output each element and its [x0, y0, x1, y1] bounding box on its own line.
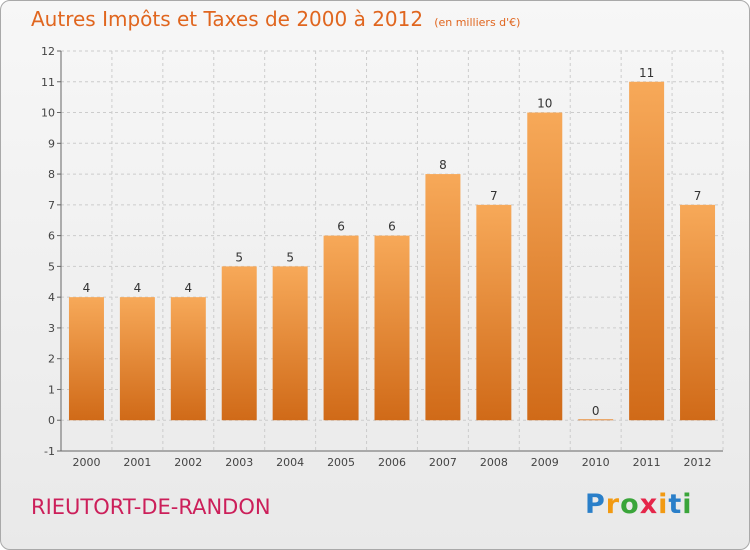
data-label: 7 — [694, 189, 702, 203]
data-label: 7 — [490, 189, 498, 203]
proxiti-logo: Proxiti — [585, 489, 693, 520]
y-tick-label: 5 — [48, 260, 55, 273]
y-tick-label: -1 — [44, 445, 55, 458]
bar-2012 — [680, 204, 716, 421]
y-tick-label: 0 — [48, 414, 55, 427]
x-tick-label: 2012 — [684, 456, 712, 469]
logo-letter: t — [668, 489, 683, 520]
x-tick-label: 2011 — [633, 456, 661, 469]
y-tick-label: 7 — [48, 199, 55, 212]
logo-letter: r — [605, 489, 621, 520]
x-tick-label: 2004 — [276, 456, 304, 469]
y-tick-label: 12 — [41, 45, 55, 58]
bar-2010 — [578, 419, 614, 421]
data-label: 8 — [439, 158, 447, 172]
x-tick-label: 2006 — [378, 456, 406, 469]
y-tick-label: 2 — [48, 353, 55, 366]
chart-title-block: Autres Impôts et Taxes de 2000 à 2012 (e… — [31, 7, 520, 31]
x-tick-label: 2005 — [327, 456, 355, 469]
data-label: 6 — [337, 220, 345, 234]
y-tick-label: 9 — [48, 137, 55, 150]
bar-2008 — [476, 204, 512, 421]
data-label: 4 — [184, 281, 192, 295]
chart-title: Autres Impôts et Taxes de 2000 à 2012 — [31, 7, 424, 31]
data-label: 5 — [286, 250, 294, 264]
logo-letter: i — [658, 489, 669, 520]
logo-letter: o — [620, 489, 640, 520]
x-tick-label: 2001 — [123, 456, 151, 469]
y-tick-label: 8 — [48, 168, 55, 181]
x-tick-label: 2010 — [582, 456, 610, 469]
x-tick-label: 2009 — [531, 456, 559, 469]
data-label: 4 — [134, 281, 142, 295]
bar-2001 — [119, 297, 155, 421]
chart-unit-label: (en milliers d'€) — [434, 16, 521, 29]
bar-2005 — [323, 235, 359, 421]
y-tick-label: 1 — [48, 383, 55, 396]
y-tick-label: 11 — [41, 76, 55, 89]
logo-letter: P — [585, 489, 606, 520]
x-tick-label: 2000 — [72, 456, 100, 469]
x-tick-label: 2007 — [429, 456, 457, 469]
x-tick-label: 2003 — [225, 456, 253, 469]
y-tick-label: 4 — [48, 291, 55, 304]
data-label: 6 — [388, 220, 396, 234]
data-label: 0 — [592, 404, 600, 418]
logo-letter: x — [639, 489, 659, 520]
y-tick-label: 10 — [41, 107, 55, 120]
y-tick-label: 6 — [48, 230, 55, 243]
place-name: RIEUTORT-DE-RANDON — [31, 495, 271, 519]
logo-letter: i — [682, 489, 693, 520]
bar-2006 — [374, 235, 410, 421]
bar-2000 — [68, 297, 104, 421]
bar-2009 — [527, 112, 563, 421]
x-tick-label: 2002 — [174, 456, 202, 469]
data-label: 10 — [537, 97, 552, 111]
bar-2007 — [425, 174, 461, 421]
y-tick-label: 3 — [48, 322, 55, 335]
data-label: 11 — [639, 66, 654, 80]
bar-2002 — [170, 297, 206, 421]
bar-2003 — [221, 266, 257, 421]
x-tick-label: 2008 — [480, 456, 508, 469]
bar-2004 — [272, 266, 308, 421]
data-label: 5 — [235, 250, 243, 264]
bar-2011 — [629, 81, 665, 421]
data-label: 4 — [83, 281, 91, 295]
